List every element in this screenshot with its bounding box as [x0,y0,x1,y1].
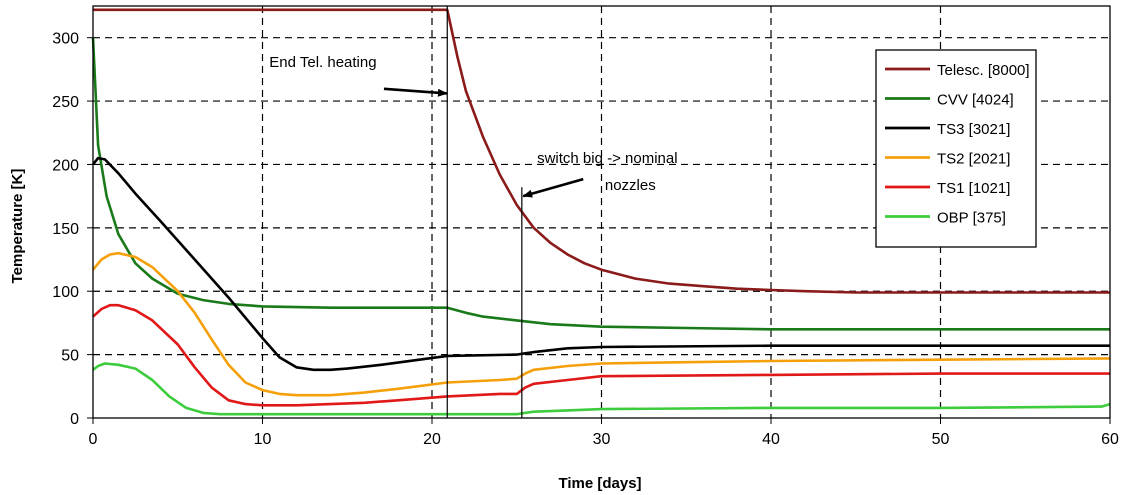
series-line [92,251,1111,397]
tick-labels: 0 10 20 30 40 50 60 0 50 100 150 200 250 300 [52,31,1119,448]
series-line [91,37,1110,331]
grid-lines [93,6,1110,418]
series-lines [91,8,1111,416]
annotation-text: End Tel. heating [269,54,376,71]
y-tick-label: 0 [70,411,79,428]
annotation-arrow [522,177,584,198]
x-tick-label: 60 [1101,431,1119,448]
x-tick-label: 20 [423,431,441,448]
legend-box [875,49,1037,248]
y-tick-label: 200 [52,157,79,174]
legend-label: TS2 [2021] [937,151,1010,168]
annotation-arrow [383,87,448,97]
series-line [93,8,1110,294]
x-tick-label: 50 [932,431,950,448]
plot-frame [87,5,1111,424]
series-line [92,303,1110,407]
legend-label: Telesc. [8000] [937,62,1030,79]
series-line [92,362,1111,416]
y-tick-label: 100 [52,284,79,301]
event-markers [446,6,523,418]
x-tick-label: 0 [89,431,98,448]
y-axis-title: Temperature [K] [9,169,26,284]
annotations: End Tel. heating switch big -> nominal noz… [269,54,678,198]
legend-label: TS1 [1021] [937,180,1010,197]
x-tick-label: 30 [593,431,611,448]
annotation-text: nozzles [605,177,656,194]
legend-label: CVV [4024] [937,92,1014,109]
y-tick-label: 50 [61,348,79,365]
annotation-text: switch big -> nominal [537,150,677,167]
y-tick-label: 300 [52,31,79,48]
y-tick-label: 150 [52,221,79,238]
legend-label: TS3 [3021] [937,121,1010,138]
x-tick-label: 40 [762,431,780,448]
legend: Telesc. [8000] CVV [4024] TS3 [3021] TS2 [2… [875,49,1037,248]
x-axis-title: Time [days] [558,475,641,492]
series-line [91,156,1110,372]
x-tick-label: 10 [254,431,272,448]
y-tick-label: 250 [52,94,79,111]
legend-label: OBP [375] [937,210,1006,227]
